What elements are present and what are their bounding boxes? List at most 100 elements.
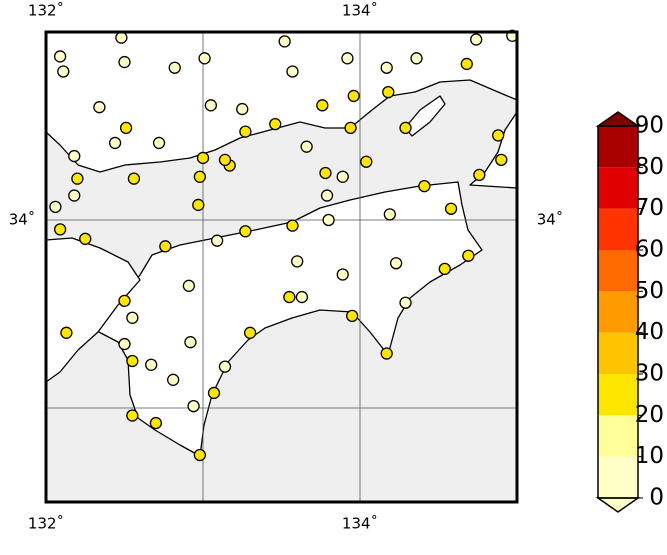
station (380, 347, 393, 360)
station (283, 290, 296, 304)
station (243, 326, 257, 339)
colorbar-frame (597, 125, 639, 499)
colorbar-segment (598, 291, 638, 333)
colorbar-segment (598, 167, 638, 209)
colorbar-segment (598, 332, 638, 374)
x-tick-label: 132˚ (28, 515, 64, 533)
station (291, 255, 304, 268)
station (295, 290, 309, 304)
station (145, 358, 158, 371)
station (119, 121, 133, 135)
station (193, 448, 207, 462)
colorbar-label: 30 (635, 361, 664, 387)
station (127, 172, 141, 185)
station (495, 153, 508, 166)
station (269, 117, 282, 131)
station (118, 294, 131, 307)
station (382, 86, 395, 99)
station (108, 136, 122, 150)
colorbar-segment (598, 415, 638, 457)
station (192, 198, 205, 212)
station (182, 279, 196, 292)
station (210, 234, 224, 247)
station (53, 223, 67, 236)
station (126, 311, 139, 324)
station (410, 52, 423, 65)
map-frame (44, 30, 519, 504)
colorbar-label: 40 (635, 319, 664, 345)
station (196, 151, 210, 165)
station (444, 202, 458, 215)
station (316, 99, 329, 112)
station (184, 336, 197, 349)
station (236, 102, 249, 116)
station (207, 386, 221, 400)
station (239, 125, 252, 138)
colorbar-over (595, 111, 641, 127)
station (492, 129, 505, 142)
station (239, 225, 252, 238)
station (218, 360, 232, 373)
colorbar-under (595, 497, 641, 513)
colorbar-label: 60 (635, 237, 664, 263)
station (93, 101, 106, 114)
station (204, 99, 218, 112)
station (57, 65, 70, 78)
station (278, 35, 291, 48)
awaji (404, 95, 446, 137)
colorbar-label: 70 (635, 195, 664, 221)
x-tick-label: 134˚ (342, 2, 378, 20)
colorbar-label: 80 (635, 154, 664, 180)
station (193, 170, 207, 183)
colorbar-segment (598, 208, 638, 250)
station (115, 31, 128, 44)
station (126, 354, 139, 368)
colorbar-label: 90 (635, 113, 664, 139)
station (49, 200, 62, 213)
station (68, 149, 81, 163)
station (118, 337, 131, 351)
station (53, 50, 67, 63)
station (300, 140, 313, 153)
station (218, 153, 232, 166)
station (418, 180, 431, 193)
station (460, 57, 473, 71)
station (347, 89, 360, 103)
station (187, 399, 200, 413)
colorbar-label: 20 (635, 402, 664, 428)
colorbar-label: 0 (649, 485, 664, 511)
y-tick-label: 34˚ (537, 211, 564, 229)
station (462, 249, 475, 262)
station (389, 257, 403, 270)
station (118, 55, 131, 69)
axis-labels: 132˚ 132˚ 134˚ 134˚ 34˚ 34˚ (9, 2, 564, 533)
station (322, 213, 335, 227)
station (79, 232, 92, 245)
colorbar-segment (598, 456, 638, 498)
colorbar: 0 10 20 30 40 50 60 70 80 90 (595, 111, 664, 513)
station (126, 409, 139, 422)
station (71, 172, 84, 185)
station (470, 33, 483, 46)
station (336, 268, 349, 281)
station (341, 52, 354, 65)
colorbar-segment (598, 250, 638, 292)
station (198, 52, 211, 65)
station (399, 296, 412, 309)
colorbar-label: 50 (635, 278, 664, 304)
station (159, 240, 172, 253)
y-tick-label: 34˚ (9, 211, 36, 229)
station (399, 121, 412, 135)
station (345, 309, 359, 323)
station (167, 373, 180, 386)
station (438, 262, 451, 276)
station (319, 166, 332, 180)
station (336, 170, 349, 183)
colorbar-segment (598, 374, 638, 416)
station (360, 155, 373, 168)
station (473, 168, 486, 182)
land (45, 31, 518, 457)
shikoku (66, 181, 483, 457)
honshu (45, 31, 518, 173)
